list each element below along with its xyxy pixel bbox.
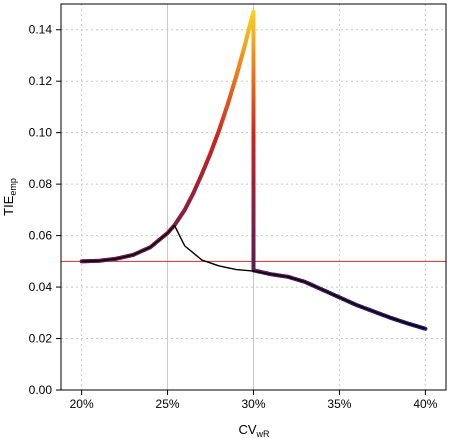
y-axis-title: TIEemp [1,178,18,216]
y-tick-label-7: 0.14 [29,23,53,37]
x-tick-label-4: 40% [413,397,437,411]
x-axis: 20% 25% 30% 35% 40% [70,390,438,411]
y-axis-title-main: TIE [1,195,16,216]
black-series-group [81,224,426,330]
y-tick-label-4: 0.08 [29,177,53,191]
x-axis-title: CVwR [238,422,270,438]
x-axis-title-main: CV [238,422,256,437]
x-axis-title-sub: wR [256,429,270,438]
y-tick-label-5: 0.10 [29,126,53,140]
y-tick-label-0: 0.00 [29,383,53,397]
x-tick-label-0: 20% [70,397,94,411]
x-tick-label-3: 35% [327,397,351,411]
y-tick-label-6: 0.12 [29,74,53,88]
y-tick-label-3: 0.06 [29,229,53,243]
y-tick-label-2: 0.04 [29,280,53,294]
x-tick-label-1: 25% [156,397,180,411]
y-tick-label-1: 0.02 [29,332,53,346]
y-axis: 0.00 0.02 0.04 0.06 0.08 0.10 0.12 0.14 [29,23,61,397]
black-series-line [81,224,426,330]
y-axis-title-sub: emp [8,178,18,196]
x-tick-label-2: 30% [241,397,265,411]
